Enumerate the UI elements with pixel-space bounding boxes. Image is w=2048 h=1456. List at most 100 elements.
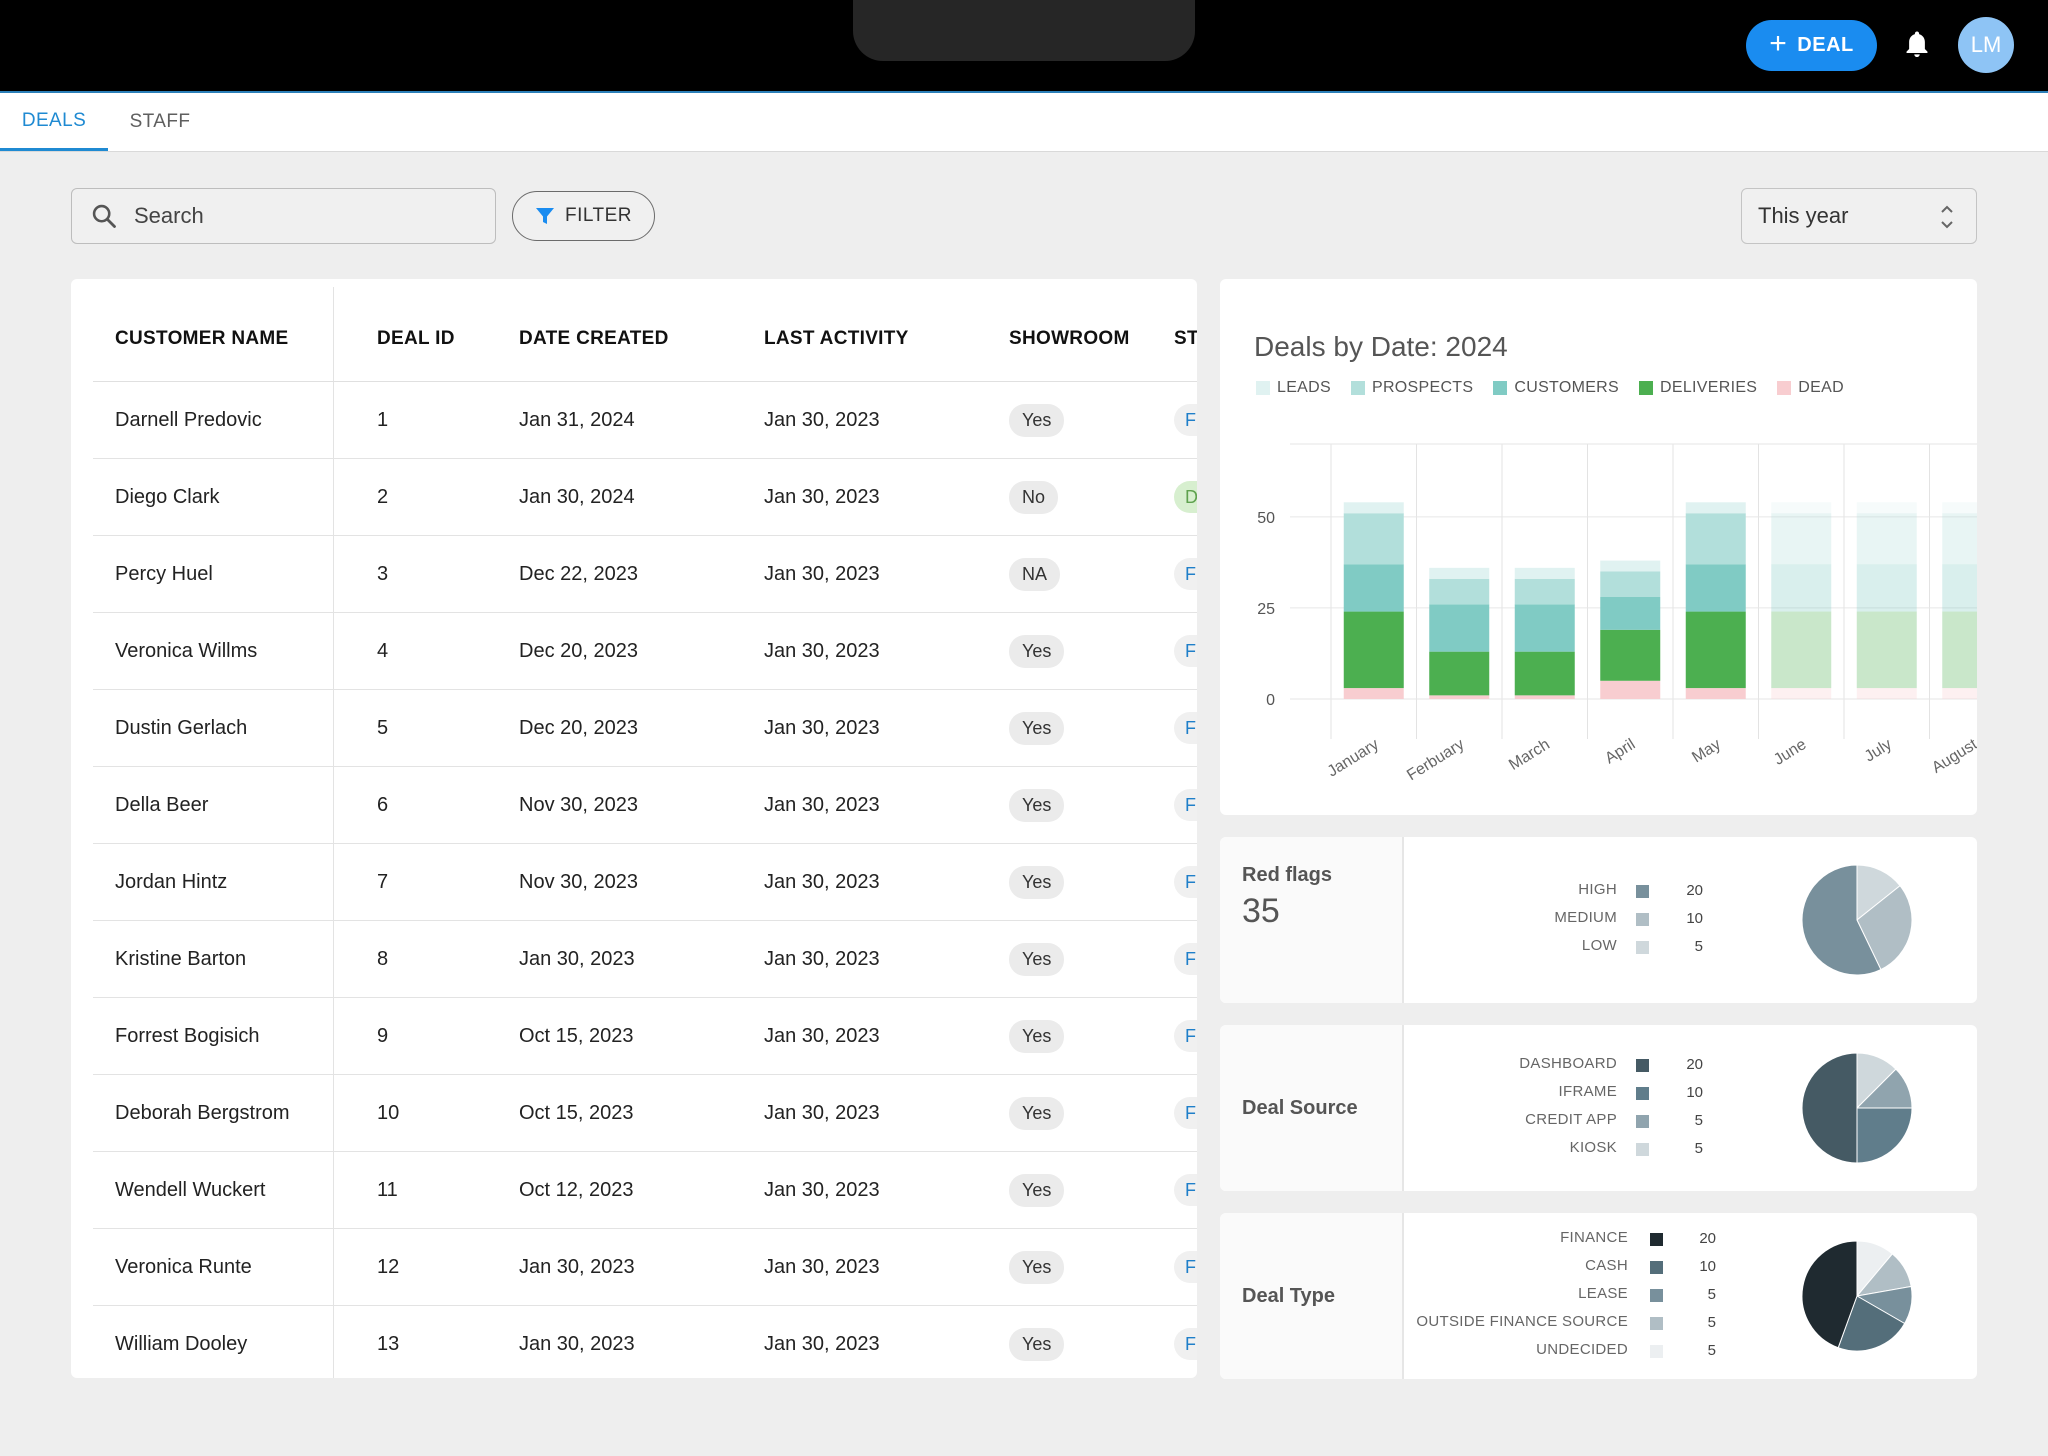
table-row[interactable]: Darnell Predovic 1 Jan 31, 2024 Jan 30, 202… [93, 382, 1197, 459]
legend-swatch [1493, 381, 1508, 395]
new-deal-button[interactable]: + DEAL [1746, 20, 1877, 71]
showroom-cell: Yes [1009, 1152, 1065, 1228]
legend-label: LEADS [1277, 379, 1331, 396]
customer-name-cell: Forrest Bogisich [115, 1024, 260, 1047]
table-row[interactable]: Wendell Wuckert 11 Oct 12, 2023 Jan 30, 202… [93, 1152, 1197, 1229]
bar-segment [1429, 651, 1490, 696]
status-chip: F [1174, 404, 1197, 436]
col-header-status[interactable]: ST [1174, 328, 1197, 349]
table-row[interactable]: Jordan Hintz 7 Nov 30, 2023 Jan 30, 2023 Yes… [93, 844, 1197, 921]
chart-legend: LEADS PROSPECTS CUSTOMERS DELIVERIES DEAD [1256, 379, 1844, 397]
bar-segment [1856, 513, 1917, 565]
legend-swatch [1650, 1261, 1663, 1274]
last-activity-cell: Jan 30, 2023 [764, 1332, 880, 1355]
table-row[interactable]: Diego Clark 2 Jan 30, 2024 Jan 30, 2023 No D [93, 459, 1197, 536]
bar-segment [1343, 564, 1404, 612]
bar-segment [1685, 611, 1746, 689]
table-row[interactable]: Forrest Bogisich 9 Oct 15, 2023 Jan 30, 202… [93, 998, 1197, 1075]
showroom-chip: Yes [1009, 634, 1065, 668]
bar-segment [1343, 688, 1404, 699]
x-tick-label: June [1771, 736, 1810, 769]
pie-slice [1801, 1240, 1858, 1349]
new-deal-label: DEAL [1797, 34, 1854, 56]
date-created-cell: Jan 30, 2023 [519, 1332, 635, 1355]
showroom-chip: Yes [1009, 1327, 1065, 1361]
filter-icon [535, 208, 554, 224]
status-chip: F [1174, 1020, 1197, 1052]
col-header-last-activity[interactable]: LAST ACTIVITY [764, 328, 909, 349]
col-header-deal-id[interactable]: DEAL ID [377, 328, 455, 349]
bar-segment [1600, 629, 1661, 681]
showroom-chip: NA [1009, 557, 1061, 591]
bell-icon[interactable] [1902, 29, 1932, 61]
status-chip: F [1174, 1097, 1197, 1129]
date-created-cell: Jan 30, 2023 [519, 1255, 635, 1278]
showroom-chip: Yes [1009, 711, 1065, 745]
status-chip: F [1174, 1174, 1197, 1206]
date-created-cell: Jan 30, 2023 [519, 947, 635, 970]
filter-button[interactable]: FILTER [512, 191, 655, 241]
bar-segment [1514, 695, 1575, 699]
user-avatar[interactable]: LM [1958, 17, 2014, 73]
search-box[interactable] [71, 188, 496, 244]
x-tick-label: March [1506, 736, 1553, 774]
period-select[interactable]: This year [1741, 188, 1977, 244]
pie-slice [1801, 1052, 1858, 1164]
col-header-showroom[interactable]: SHOWROOM [1009, 328, 1130, 349]
status-chip: F [1174, 789, 1197, 821]
legend-name: MEDIUM [1554, 909, 1617, 926]
table-row[interactable]: Dustin Gerlach 5 Dec 20, 2023 Jan 30, 2023 Y… [93, 690, 1197, 767]
table-row[interactable]: William Dooley 13 Jan 30, 2023 Jan 30, 2023… [93, 1306, 1197, 1378]
last-activity-cell: Jan 30, 2023 [764, 1101, 880, 1124]
bar-segment [1771, 564, 1832, 612]
table-row[interactable]: Deborah Bergstrom 10 Oct 15, 2023 Jan 30, 2… [93, 1075, 1197, 1152]
legend-item[interactable]: CUSTOMERS [1493, 379, 1619, 397]
bar-segment [1856, 564, 1917, 612]
legend-value: 5 [1707, 1286, 1716, 1303]
deal-id-cell: 3 [377, 562, 389, 585]
legend-item[interactable]: DEAD [1777, 379, 1844, 397]
col-header-date-created[interactable]: DATE CREATED [519, 328, 669, 349]
table-row[interactable]: Della Beer 6 Nov 30, 2023 Jan 30, 2023 Yes F [93, 767, 1197, 844]
legend-value: 5 [1694, 1140, 1703, 1157]
last-activity-cell: Jan 30, 2023 [764, 485, 880, 508]
showroom-cell: Yes [1009, 690, 1065, 766]
deal-id-cell: 2 [377, 485, 389, 508]
legend-item[interactable]: DELIVERIES [1639, 379, 1757, 397]
legend-value: 5 [1694, 1112, 1703, 1129]
chart-title: Deals by Date: 2024 [1254, 331, 1508, 362]
table-row[interactable]: Veronica Willms 4 Dec 20, 2023 Jan 30, 2023… [93, 613, 1197, 690]
last-activity-cell: Jan 30, 2023 [764, 793, 880, 816]
deal-source-label: Deal Source [1242, 1097, 1358, 1119]
x-tick-label: Ferbuary [1404, 736, 1467, 784]
plus-icon: + [1769, 27, 1788, 60]
deal-id-cell: 11 [377, 1178, 398, 1201]
legend-row: CREDIT APP [1220, 1111, 1617, 1131]
legend-swatch [1636, 1087, 1649, 1100]
legend-item[interactable]: LEADS [1256, 379, 1331, 397]
y-tick-label: 25 [1257, 601, 1275, 618]
status-chip: F [1174, 1251, 1197, 1283]
pie-slice [1856, 1107, 1913, 1164]
table-row[interactable]: Percy Huel 3 Dec 22, 2023 Jan 30, 2023 NA F [93, 536, 1197, 613]
bar-segment [1771, 688, 1832, 699]
table-row[interactable]: Kristine Barton 8 Jan 30, 2023 Jan 30, 2023… [93, 921, 1197, 998]
customer-name-cell: Deborah Bergstrom [115, 1101, 290, 1124]
legend-swatch [1256, 381, 1270, 395]
tab-bar: DEALS STAFF [0, 93, 2048, 152]
table-row[interactable]: Veronica Runte 12 Jan 30, 2023 Jan 30, 2023… [93, 1229, 1197, 1306]
status-chip: F [1174, 712, 1197, 744]
tab-deals[interactable]: DEALS [0, 93, 108, 151]
bar-segment [1429, 567, 1490, 579]
search-input[interactable] [132, 202, 436, 230]
date-created-cell: Dec 20, 2023 [519, 716, 638, 739]
col-header-customer-name[interactable]: CUSTOMER NAME [115, 328, 289, 349]
tab-staff[interactable]: STAFF [129, 111, 191, 132]
pie-slice [1801, 864, 1882, 976]
legend-value: 5 [1707, 1342, 1716, 1359]
legend-item[interactable]: PROSPECTS [1350, 379, 1473, 397]
last-activity-cell: Jan 30, 2023 [764, 1255, 880, 1278]
customer-name-cell: Percy Huel [115, 562, 213, 585]
deal-id-cell: 12 [377, 1255, 400, 1278]
pie-slice [1837, 1295, 1906, 1352]
